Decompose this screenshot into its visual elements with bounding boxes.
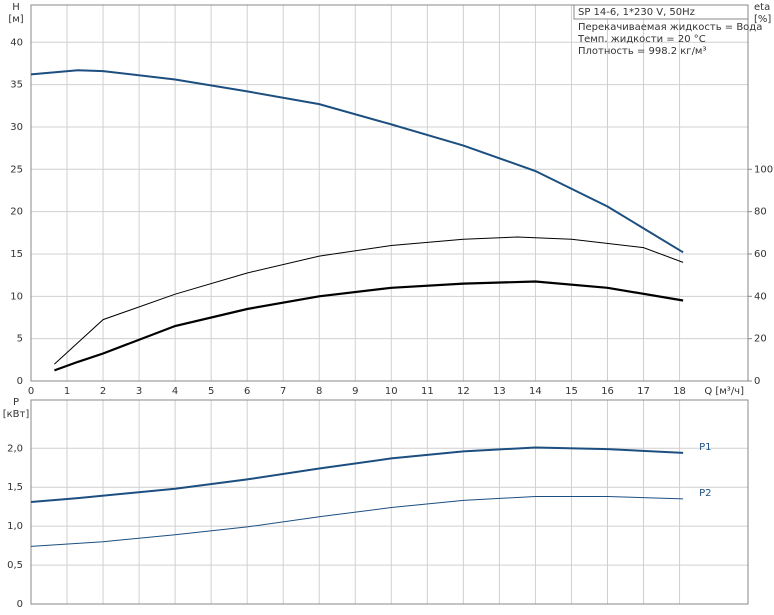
y2-tick-label: 20 bbox=[754, 334, 767, 345]
y2-tick-label: 80 bbox=[754, 207, 767, 218]
data-line bbox=[30, 496, 684, 547]
y-tick-label: 25 bbox=[10, 164, 23, 175]
x-tick-label: 5 bbox=[208, 386, 214, 397]
x-tick-label: 0 bbox=[28, 386, 34, 397]
y2-tick-label: 60 bbox=[754, 249, 767, 260]
y2-axis-label: eta bbox=[754, 2, 770, 13]
annotation: Плотность = 998.2 кг/м³ bbox=[578, 46, 707, 57]
x-tick-label: 3 bbox=[136, 386, 142, 397]
y-tick-label: 15 bbox=[10, 249, 23, 260]
x-tick-label: 13 bbox=[493, 386, 506, 397]
x-tick-label: 8 bbox=[316, 386, 322, 397]
y2-tick-label: 40 bbox=[754, 291, 767, 302]
y-tick-label: 5 bbox=[17, 334, 23, 345]
x-tick-label: 14 bbox=[529, 386, 542, 397]
y-tick-label: 30 bbox=[10, 122, 23, 133]
plot-frame bbox=[30, 4, 749, 382]
title-box bbox=[573, 4, 749, 20]
y-axis-label: H bbox=[12, 2, 20, 13]
y-axis-label: P bbox=[13, 397, 19, 408]
x-tick-label: 16 bbox=[601, 386, 614, 397]
y-tick-label: 10 bbox=[10, 291, 23, 302]
y-axis-unit: [кВт] bbox=[3, 409, 30, 420]
x-tick-label: 11 bbox=[421, 386, 434, 397]
chart-title: SP 14-6, 1*230 V, 50Hz bbox=[578, 7, 695, 18]
series-label: P1 bbox=[699, 442, 711, 453]
x-tick-label: 6 bbox=[244, 386, 250, 397]
x-tick-label: 7 bbox=[280, 386, 286, 397]
y2-axis-unit: [%] bbox=[754, 14, 771, 25]
x-axis-label: Q [м³/ч] bbox=[704, 386, 744, 397]
y-tick-label: 0,5 bbox=[7, 560, 23, 571]
y-tick-label: 0 bbox=[17, 599, 23, 610]
x-tick-label: 1 bbox=[64, 386, 70, 397]
data-line bbox=[54, 236, 684, 365]
annotation: Темп. жидкости = 20 °C bbox=[577, 34, 706, 45]
y-axis-unit: [м] bbox=[8, 14, 23, 25]
y-tick-label: 1,0 bbox=[7, 521, 23, 532]
y-tick-label: 20 bbox=[10, 207, 23, 218]
y2-tick-label: 0 bbox=[754, 376, 760, 387]
x-tick-label: 9 bbox=[352, 386, 358, 397]
x-tick-label: 4 bbox=[172, 386, 178, 397]
data-line bbox=[30, 69, 684, 254]
y-tick-label: 0 bbox=[17, 376, 23, 387]
data-line bbox=[30, 446, 684, 503]
y-tick-label: 1,5 bbox=[7, 482, 23, 493]
x-tick-label: 15 bbox=[565, 386, 578, 397]
plot-frame bbox=[30, 399, 749, 605]
y2-tick-label: 100 bbox=[754, 164, 773, 175]
y-tick-label: 2,0 bbox=[7, 443, 23, 454]
y-tick-label: 40 bbox=[10, 37, 23, 48]
x-tick-label: 2 bbox=[100, 386, 106, 397]
y-tick-label: 35 bbox=[10, 80, 23, 91]
annotation: Перекачиваемая жидкость = Вода bbox=[578, 22, 762, 33]
x-tick-label: 12 bbox=[457, 386, 470, 397]
x-tick-label: 18 bbox=[673, 386, 686, 397]
data-line bbox=[54, 280, 684, 372]
series-label: P2 bbox=[699, 488, 711, 499]
x-tick-label: 10 bbox=[385, 386, 398, 397]
x-tick-label: 17 bbox=[637, 386, 650, 397]
